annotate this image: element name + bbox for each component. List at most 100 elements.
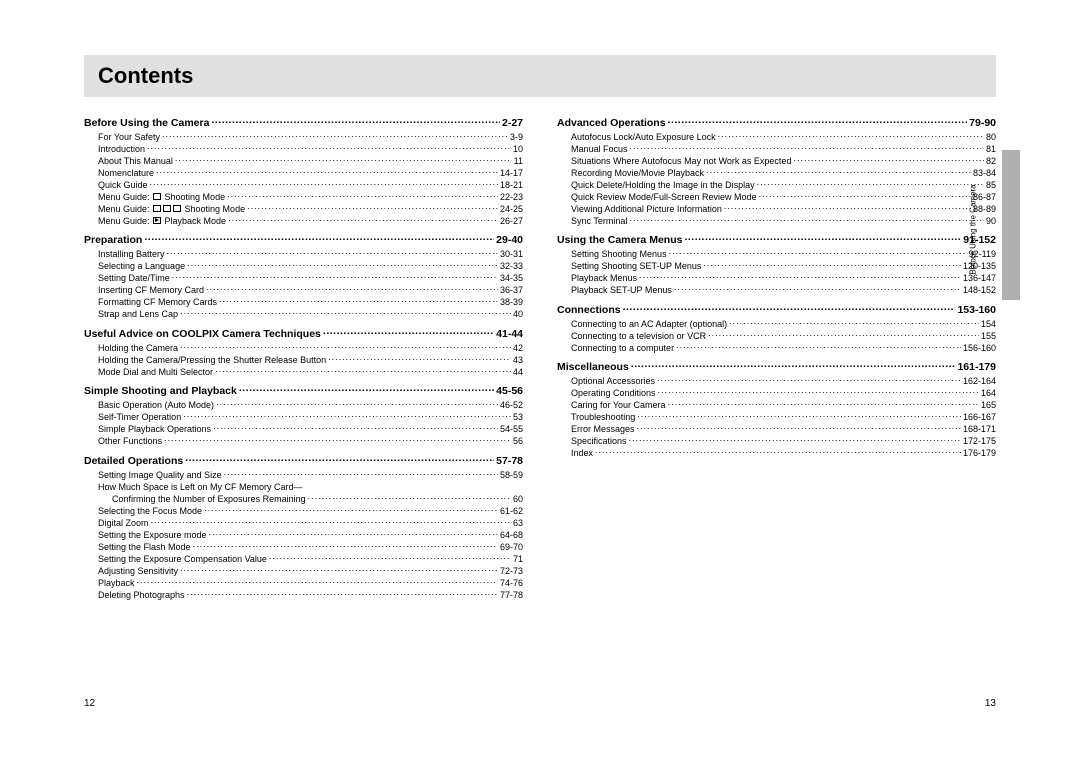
leader-dots [657,375,961,384]
leader-dots [595,447,961,456]
toc-item-row: Inserting CF Memory Card36-37 [84,284,523,296]
toc-section-row: Simple Shooting and Playback45-56 [84,384,523,398]
leader-dots [216,399,498,408]
toc-left-column: Before Using the Camera2-27For Your Safe… [84,111,523,607]
leader-dots [729,318,979,327]
toc-item-row: Setting the Flash Mode69-70 [84,541,523,553]
toc-section-page: 153-160 [957,304,996,316]
toc-item-label: Quick Review Mode/Full-Screen Review Mod… [571,191,757,203]
toc-item-row: Playback74-76 [84,577,523,589]
toc-item-page: 42 [513,342,523,354]
toc-section: Preparation29-40Installing Battery30-31S… [84,233,523,321]
toc-item-row: How Much Space is Left on My CF Memory C… [84,481,523,493]
toc-section-label: Detailed Operations [84,455,183,467]
toc-item-page: 18-21 [500,179,523,191]
toc-item-label: Other Functions [98,435,162,447]
title-bar: Contents [84,55,996,97]
leader-dots [193,541,498,550]
toc-item-row: Connecting to a computer156-160 [557,342,996,354]
toc-item-row: Formatting CF Memory Cards 38-39 [84,296,523,308]
toc-item-page: 43 [513,354,523,366]
toc-item-row: For Your Safety3-9 [84,131,523,143]
toc-item-row: Connecting to a television or VCR155 [557,330,996,342]
toc-section-label: Before Using the Camera [84,117,209,129]
leader-dots [185,453,494,464]
toc-item-row: Menu Guide: Shooting Mode22-23 [84,191,523,203]
leader-dots [637,411,961,420]
toc-section-label: Miscellaneous [557,361,629,373]
toc-item-page: 154 [981,318,996,330]
toc-item-row: Setting Shooting Menus 92-119 [557,248,996,260]
toc-item-row: Nomenclature14-17 [84,167,523,179]
toc-item-page: 83-84 [973,167,996,179]
toc-section: Before Using the Camera2-27For Your Safe… [84,115,523,227]
toc-item-label: Holding the Camera/Pressing the Shutter … [98,354,326,366]
toc-item-page: 166-167 [963,411,996,423]
page-spread: Contents Before Using the Camera2-27For … [84,55,996,607]
leader-dots [227,191,498,200]
leader-dots [164,435,511,444]
toc-section-label: Simple Shooting and Playback [84,385,237,397]
toc-item-row: Confirming the Number of Exposures Remai… [84,493,523,505]
leader-dots [187,589,498,598]
toc-item-page: 22-23 [500,191,523,203]
toc-item-page: 92-119 [969,248,996,260]
toc-item-label: Menu Guide: Playback Mode [98,215,226,227]
leader-dots [668,399,979,408]
leader-dots [724,203,971,212]
leader-dots [269,553,511,562]
leader-dots [147,143,511,152]
toc-item-label: Setting Image Quality and Size [98,469,222,481]
leader-dots [204,505,498,514]
toc-item-label: Installing Battery [98,248,165,260]
toc-item-label: Basic Operation (Auto Mode) [98,399,214,411]
leader-dots [631,360,956,371]
toc-item-label: Nomenclature [98,167,154,179]
toc-section-label: Advanced Operations [557,117,666,129]
leader-dots [669,248,967,257]
toc-item-row: Introduction10 [84,143,523,155]
leader-dots [183,411,511,420]
toc-item-page: 38-39 [500,296,523,308]
toc-item-row: Sync Terminal90 [557,215,996,227]
toc-item-label: Connecting to a television or VCR [571,330,706,342]
leader-dots [180,342,511,351]
toc-item-row: Optional Accessories162-164 [557,375,996,387]
toc-item-page: 40 [513,308,523,320]
toc-item-row: Holding the Camera42 [84,342,523,354]
toc-item-label: Digital Zoom [98,517,149,529]
leader-dots [167,248,498,257]
toc-item-row: Caring for Your Camera165 [557,399,996,411]
toc-item-row: Deleting Photographs77-78 [84,589,523,601]
leader-dots [684,233,961,244]
toc-section-row: Useful Advice on COOLPIX Camera Techniqu… [84,326,523,340]
toc-item-page: 165 [981,399,996,411]
toc-section-label: Preparation [84,234,142,246]
toc-item-label: Setting Shooting Menus [571,248,667,260]
toc-item-label: Troubleshooting [571,411,635,423]
toc-item-label: Manual Focus [571,143,628,155]
toc-item-label: Setting the Exposure mode [98,529,207,541]
toc-item-page: 58-59 [500,469,523,481]
toc-item-page: 64-68 [500,529,523,541]
toc-item-label: Strap and Lens Cap [98,308,178,320]
toc-section-page: 57-78 [496,455,523,467]
toc-item-label: For Your Safety [98,131,160,143]
toc-section-page: 41-44 [496,328,523,340]
toc-section: Advanced Operations79-90Autofocus Lock/A… [557,115,996,227]
toc-item-label: Formatting CF Memory Cards [98,296,217,308]
leader-dots [718,131,984,140]
toc-item-page: 71 [513,553,523,565]
toc-item-row: Other Functions56 [84,435,523,447]
toc-item-label: Confirming the Number of Exposures Remai… [112,493,306,505]
toc-item-row: Quick Review Mode/Full-Screen Review Mod… [557,191,996,203]
toc-item-page: 82 [986,155,996,167]
toc-item-label: Playback SET-UP Menus [571,284,672,296]
toc-section-row: Miscellaneous161-179 [557,360,996,374]
toc-item-page: 85 [986,179,996,191]
leader-dots [215,366,511,375]
toc-item-label: Quick Guide [98,179,148,191]
toc-item-row: Menu Guide: Playback Mode26-27 [84,215,523,227]
toc-section-page: 29-40 [496,234,523,246]
toc-item-label: Setting Date/Time [98,272,170,284]
